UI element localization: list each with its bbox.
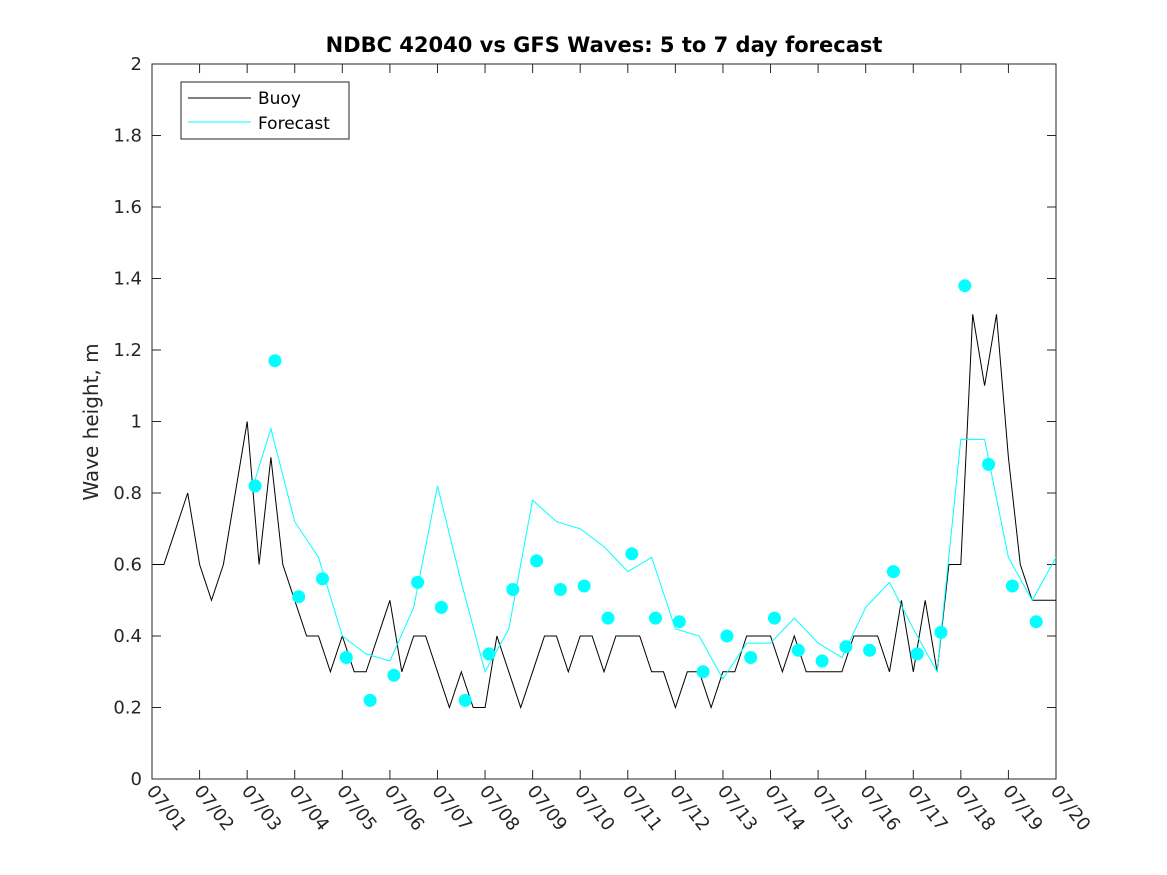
forecast-marker: [363, 693, 377, 707]
forecast-marker: [863, 643, 877, 657]
forecast-marker: [482, 647, 496, 661]
forecast-marker: [934, 625, 948, 639]
forecast-marker: [248, 479, 262, 493]
series-line-buoy: [152, 314, 1056, 710]
forecast-marker: [886, 565, 900, 579]
legend-label-buoy: Buoy: [258, 89, 301, 109]
forecast-marker: [982, 457, 996, 471]
forecast-marker: [768, 611, 781, 625]
forecast-marker: [601, 611, 615, 625]
y-tick-label: 0.4: [113, 626, 142, 647]
forecast-marker: [530, 554, 544, 568]
forecast-marker: [625, 547, 639, 561]
y-tick-label: 0.6: [113, 555, 142, 576]
forecast-marker: [696, 665, 710, 679]
y-tick-label: 0.2: [113, 698, 142, 719]
y-tick-label: 2: [131, 54, 142, 75]
forecast-marker: [411, 575, 425, 589]
forecast-marker: [649, 611, 662, 625]
y-tick-label: 1.2: [113, 340, 142, 361]
forecast-marker: [339, 651, 353, 664]
forecast-marker: [815, 654, 829, 668]
plot-area: [151, 63, 1057, 780]
legend-box: [180, 81, 350, 140]
y-tick-label: 1.8: [113, 126, 142, 147]
forecast-marker: [434, 600, 448, 614]
forecast-marker: [1005, 579, 1019, 593]
legend-label-forecast: Forecast: [258, 114, 330, 134]
forecast-marker: [268, 354, 282, 368]
forecast-marker: [1029, 615, 1043, 629]
chart-title: NDBC 42040 vs GFS Waves: 5 to 7 day fore…: [326, 33, 883, 57]
forecast-marker: [910, 647, 924, 661]
forecast-marker: [672, 615, 686, 629]
forecast-marker: [387, 668, 401, 682]
forecast-marker: [958, 279, 972, 293]
forecast-marker: [292, 590, 306, 604]
forecast-marker: [316, 572, 329, 586]
y-axis-label: Wave height, m: [79, 343, 103, 500]
forecast-marker: [720, 629, 734, 643]
forecast-marker: [553, 583, 567, 596]
forecast-marker: [791, 643, 805, 657]
y-tick-label: 1.4: [113, 269, 142, 290]
y-tick-label: 1.6: [113, 197, 142, 218]
y-tick-label: 1: [131, 412, 142, 433]
y-tick-label: 0: [131, 769, 142, 790]
forecast-marker: [744, 651, 758, 664]
forecast-marker: [839, 640, 853, 654]
forecast-marker: [458, 693, 472, 707]
series-line-forecast: [252, 426, 1057, 680]
forecast-marker: [577, 579, 591, 593]
y-tick-label: 0.8: [113, 483, 142, 504]
legend: Buoy Forecast: [180, 81, 350, 140]
forecast-marker: [506, 583, 520, 596]
